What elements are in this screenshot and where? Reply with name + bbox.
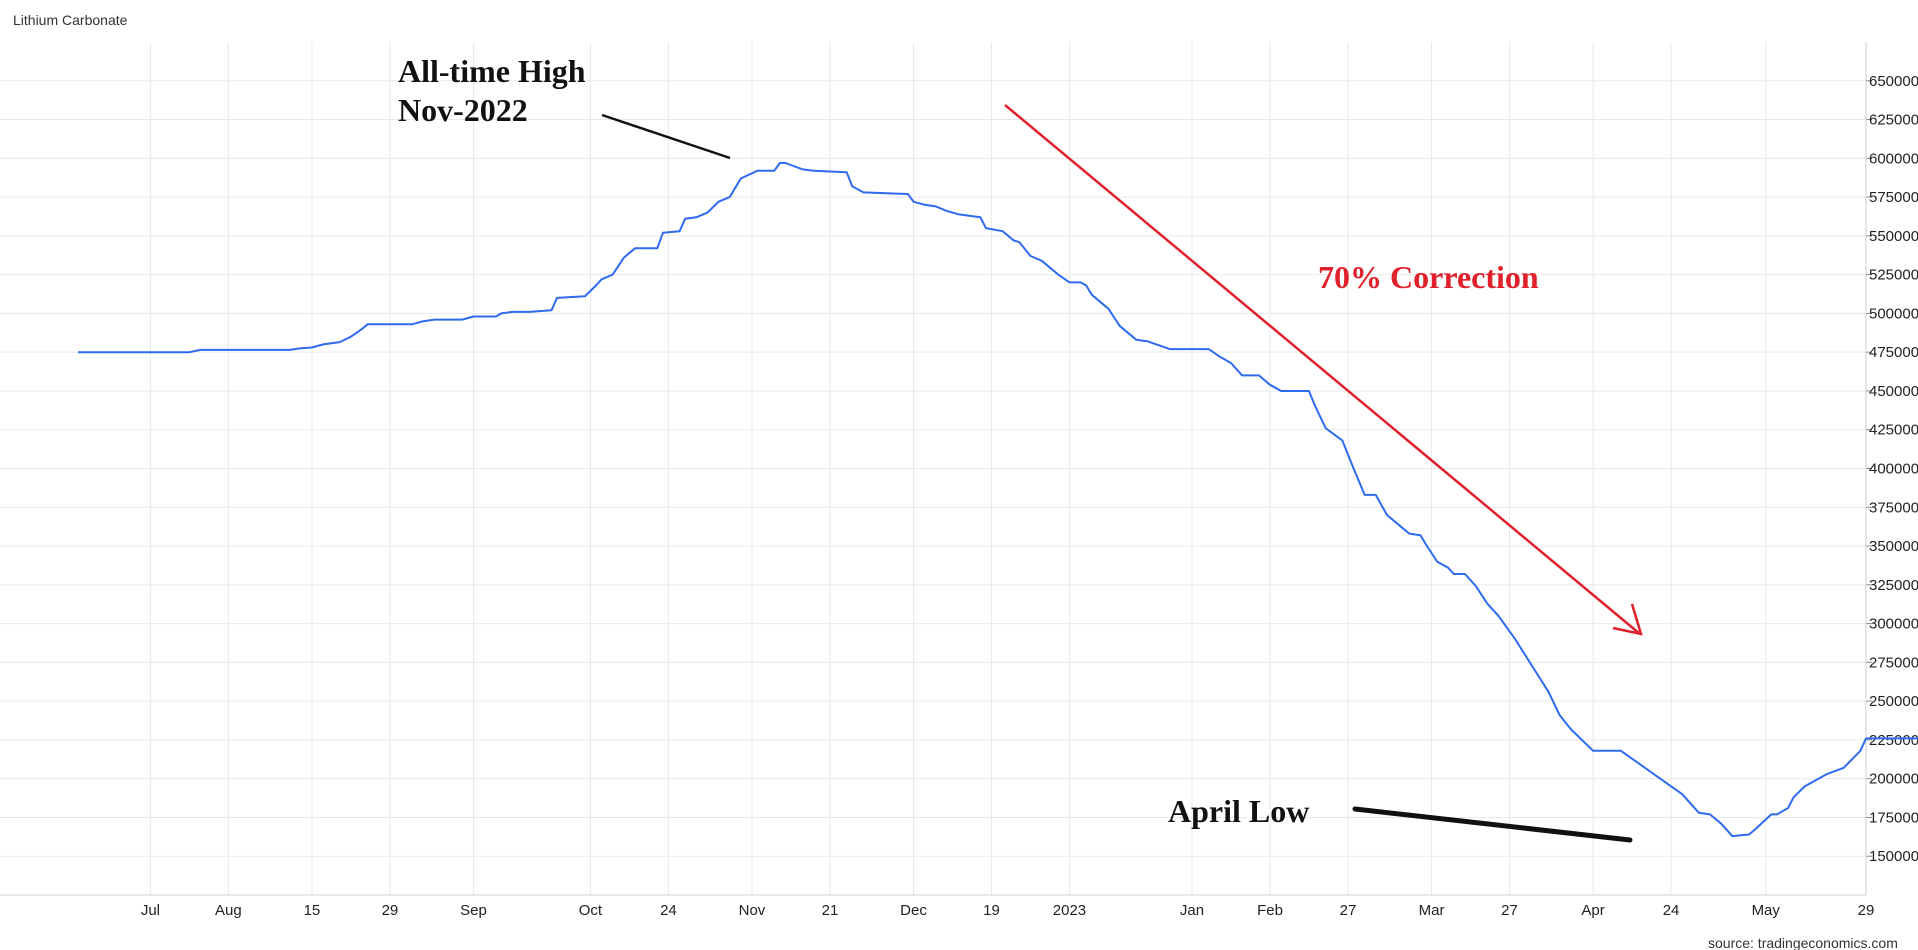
x-tick-label: 19 <box>983 902 1000 919</box>
x-tick-label: Sep <box>460 902 487 919</box>
y-tick-label: 500000 <box>1869 305 1918 322</box>
y-axis: 150000 175000 200000 225000 250000 275000 3000… <box>1865 42 1918 895</box>
chart-title: Lithium Carbonate <box>13 12 128 28</box>
correction-arrow-shaft <box>1004 104 1641 635</box>
y-tick-label: 350000 <box>1869 538 1918 555</box>
annotation-april-low: April Low <box>1168 793 1633 843</box>
y-tick-label: 575000 <box>1869 189 1918 206</box>
x-tick-label: Feb <box>1257 902 1283 919</box>
annotation-ath-line1: All-time High <box>398 53 586 89</box>
annotation-ath-pointer <box>601 113 731 160</box>
annotation-april-low-pointer <box>1352 806 1633 843</box>
y-tick-label: 200000 <box>1869 771 1918 788</box>
y-tick-label: 250000 <box>1869 693 1918 710</box>
y-tick-label: 450000 <box>1869 383 1918 400</box>
y-tick-label: 300000 <box>1869 616 1918 633</box>
y-tick-label: 150000 <box>1869 848 1918 865</box>
annotation-all-time-high: All-time High Nov-2022 <box>398 53 731 160</box>
annotation-correction-label: 70% Correction <box>1318 259 1539 295</box>
correction-arrow-head <box>1612 603 1643 636</box>
x-tick-label: 2023 <box>1053 902 1086 919</box>
x-tick-label: 24 <box>1663 902 1680 919</box>
x-tick-label: Mar <box>1419 902 1445 919</box>
x-tick-label: Nov <box>739 902 766 919</box>
x-tick-label: Jan <box>1180 902 1204 919</box>
y-tick-label: 400000 <box>1869 461 1918 478</box>
x-tick-label: Aug <box>215 902 242 919</box>
annotation-ath-line2: Nov-2022 <box>398 92 528 128</box>
y-tick-label: 425000 <box>1869 422 1918 439</box>
annotation-correction: 70% Correction <box>1004 104 1643 636</box>
x-tick-label: 29 <box>382 902 399 919</box>
y-tick-label: 325000 <box>1869 577 1918 594</box>
y-tick-label: 275000 <box>1869 654 1918 671</box>
y-tick-label: 225000 <box>1869 732 1918 749</box>
y-tick-label: 650000 <box>1869 73 1918 90</box>
x-tick-label: 15 <box>304 902 321 919</box>
x-tick-label: 27 <box>1501 902 1518 919</box>
annotation-april-low-label: April Low <box>1168 793 1309 829</box>
x-tick-label: May <box>1752 902 1781 919</box>
y-tick-label: 475000 <box>1869 344 1918 361</box>
x-tick-label: Apr <box>1581 902 1604 919</box>
y-tick-label: 600000 <box>1869 150 1918 167</box>
y-tick-label: 550000 <box>1869 228 1918 245</box>
y-tick-label: 175000 <box>1869 809 1918 826</box>
x-tick-label: 21 <box>822 902 839 919</box>
y-tick-label: 525000 <box>1869 267 1918 284</box>
y-tick-label: 625000 <box>1869 112 1918 129</box>
source-label: source: tradingeconomics.com <box>1708 935 1898 950</box>
x-tick-label: Dec <box>900 902 927 919</box>
x-tick-label: Oct <box>579 902 603 919</box>
x-tick-label: 29 <box>1858 902 1875 919</box>
x-axis: Jul Aug 15 29 Sep Oct 24 Nov 21 Dec 19 2023 Jan Feb 27… <box>0 894 1875 919</box>
y-tick-label: 375000 <box>1869 499 1918 516</box>
x-tick-label: 24 <box>660 902 677 919</box>
x-tick-label: 27 <box>1340 902 1357 919</box>
x-tick-label: Jul <box>141 902 160 919</box>
series-line-lithium-carbonate <box>78 162 1918 838</box>
grid <box>0 42 1867 895</box>
